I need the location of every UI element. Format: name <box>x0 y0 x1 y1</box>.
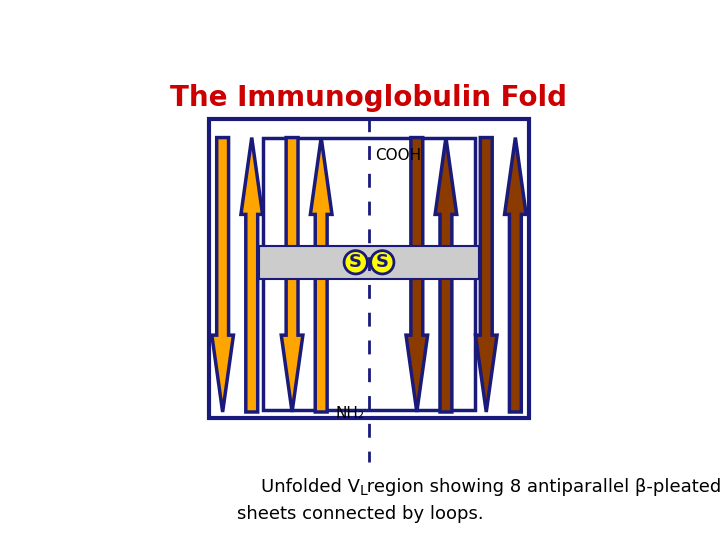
Circle shape <box>344 251 367 274</box>
Text: region showing 8 antiparallel β-pleated: region showing 8 antiparallel β-pleated <box>361 478 720 496</box>
Polygon shape <box>241 138 263 412</box>
Text: The Immunoglobulin Fold: The Immunoglobulin Fold <box>171 84 567 112</box>
Text: S: S <box>349 253 362 271</box>
Circle shape <box>371 251 394 274</box>
Text: Unfolded V: Unfolded V <box>261 478 360 496</box>
Bar <box>263 138 475 410</box>
Polygon shape <box>505 138 526 412</box>
Text: sheets connected by loops.: sheets connected by loops. <box>237 505 483 523</box>
Polygon shape <box>212 138 233 412</box>
Polygon shape <box>282 138 303 412</box>
Polygon shape <box>475 138 497 412</box>
Text: COOH: COOH <box>375 148 421 163</box>
Bar <box>209 119 529 418</box>
Text: NH₂: NH₂ <box>336 406 365 421</box>
Text: S: S <box>376 253 389 271</box>
Polygon shape <box>435 138 456 412</box>
Text: L: L <box>360 484 368 498</box>
Bar <box>258 246 480 279</box>
Polygon shape <box>406 138 428 412</box>
Polygon shape <box>310 138 332 412</box>
